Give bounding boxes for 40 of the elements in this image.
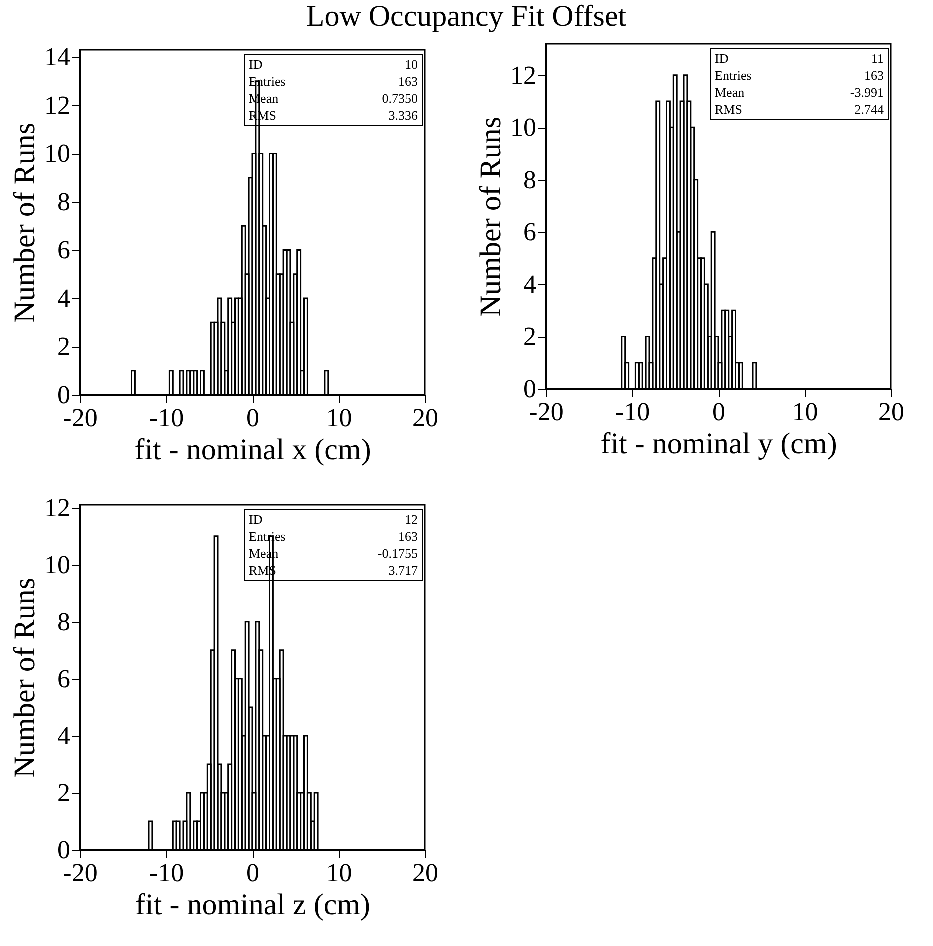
y-axis-title: Number of Runs — [8, 123, 42, 323]
y-tick-label: 4 — [524, 270, 536, 299]
y-tick-label: 14 — [44, 42, 70, 72]
x-tick-label: -20 — [63, 404, 98, 432]
x-axis-title: fit - nominal x (cm) — [134, 434, 372, 466]
y-tick-label: 6 — [524, 218, 536, 247]
x-tick-label: -10 — [149, 404, 184, 432]
x-axis-title: fit - nominal y (cm) — [600, 428, 838, 460]
x-tick-label: 20 — [412, 404, 438, 432]
x-tick-label: -10 — [149, 858, 184, 888]
y-tick-label: 6 — [58, 664, 70, 694]
y-tick-label: 2 — [58, 332, 70, 362]
y-tick-label: 8 — [58, 187, 70, 216]
y-tick-label: 4 — [58, 284, 70, 313]
chart-title: Low Occupancy Fit Offset — [305, 0, 628, 34]
y-tick-label: 10 — [44, 550, 70, 580]
y-tick-label: 10 — [510, 113, 536, 142]
y-tick-label: 2 — [524, 322, 536, 352]
x-tick-label: 10 — [792, 398, 818, 426]
x-tick-label: 10 — [326, 404, 352, 432]
x-tick-label: 20 — [412, 858, 438, 888]
stats-box: ID 11 Entries 163 Mean -3.991 RMS 2.744 — [710, 48, 889, 120]
x-tick-label: 0 — [712, 398, 726, 426]
x-tick-label: 10 — [326, 858, 352, 888]
x-tick-label: 0 — [246, 404, 260, 432]
y-tick-label: 2 — [58, 778, 70, 808]
x-tick-label: 0 — [246, 858, 260, 888]
y-tick-label: 12 — [510, 60, 536, 90]
y-tick-label: 6 — [58, 236, 70, 265]
y-tick-label: 8 — [524, 165, 536, 194]
y-tick-label: 4 — [58, 721, 70, 750]
y-tick-label: 12 — [44, 90, 70, 120]
y-axis-title: Number of Runs — [8, 578, 42, 778]
y-tick-label: 12 — [44, 493, 70, 522]
x-axis-title: fit - nominal z (cm) — [136, 888, 370, 922]
y-tick-label: 10 — [44, 139, 70, 168]
x-tick-label: 20 — [878, 398, 904, 426]
x-tick-label: -10 — [615, 398, 650, 426]
y-tick-label: 8 — [58, 607, 70, 636]
y-axis-title: Number of Runs — [474, 117, 508, 317]
